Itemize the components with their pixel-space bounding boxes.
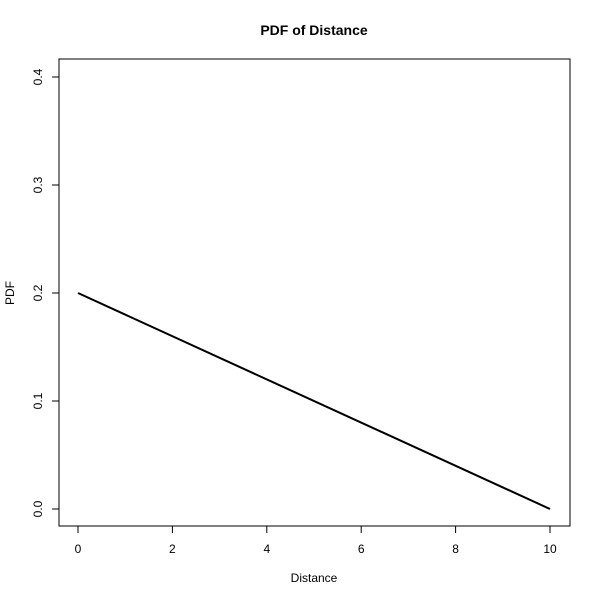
y-tick-label: 0.1 (31, 392, 45, 409)
x-tick-label: 6 (358, 542, 365, 556)
y-tick-label: 0.4 (31, 68, 45, 85)
x-axis: 0 2 4 6 8 10 (75, 525, 557, 556)
x-tick-label: 10 (543, 542, 557, 556)
plot-frame (58, 58, 571, 527)
y-tick-label: 0.2 (31, 284, 45, 301)
y-tick-label: 0.0 (31, 500, 45, 517)
chart-title: PDF of Distance (260, 22, 368, 38)
x-axis-label: Distance (291, 571, 338, 585)
x-tick-label: 2 (169, 542, 176, 556)
y-axis-label: PDF (3, 281, 17, 305)
x-tick-label: 4 (263, 542, 270, 556)
series-line (77, 292, 551, 510)
y-axis: 0.0 0.1 0.2 0.3 0.4 (31, 68, 60, 517)
series-layer (77, 292, 551, 510)
y-tick-label: 0.3 (31, 176, 45, 193)
x-tick-label: 8 (452, 542, 459, 556)
x-tick-label: 0 (75, 542, 82, 556)
